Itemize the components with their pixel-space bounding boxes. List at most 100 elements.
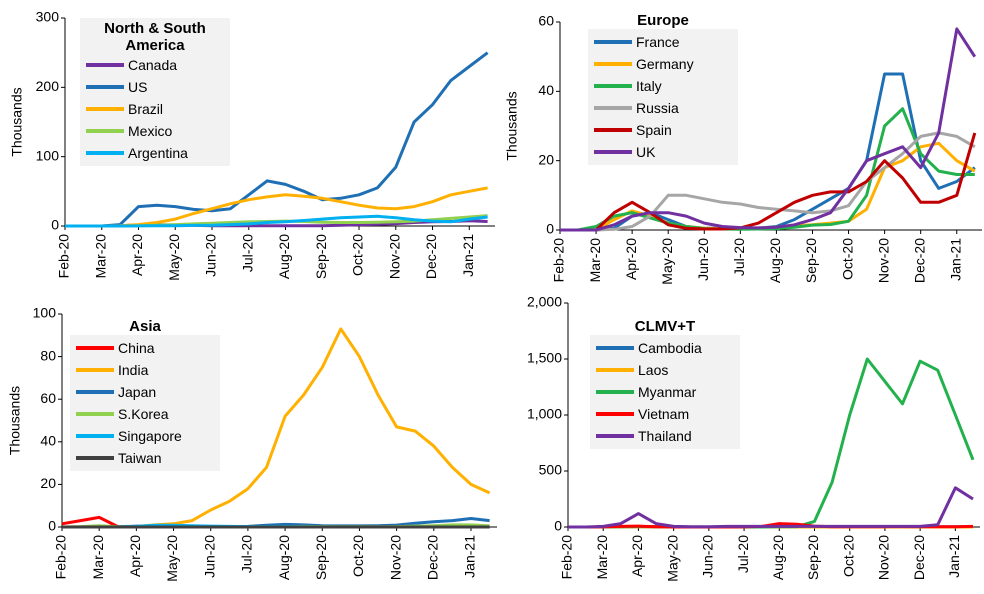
x-tick-label: Dec-20 (423, 234, 439, 279)
legend-swatch (76, 346, 114, 350)
legend: Asia China India Japan S.Korea Singapore Taiwa… (70, 318, 220, 471)
x-tick-label: Nov-20 (386, 234, 402, 279)
series-line (65, 51, 489, 228)
x-tick-label: Jan-21 (462, 535, 478, 578)
x-tick-label: Feb-20 (551, 238, 567, 283)
x-tick-label: Jun-20 (700, 535, 716, 578)
x-tick-label: Oct-20 (839, 238, 855, 280)
x-tick-label: Dec-20 (911, 535, 927, 580)
y-tick-label: 40 (40, 433, 56, 449)
x-tick-label: Sep-20 (803, 238, 819, 283)
legend-swatch (594, 106, 632, 110)
y-axis-label: Thousands (7, 386, 23, 455)
x-tick-label: Sep-20 (313, 234, 329, 279)
y-tick-label: 100 (33, 305, 57, 321)
legend-entry: Canada (86, 54, 224, 76)
y-axis-label: Thousands (9, 87, 25, 156)
x-tick-label: Nov-20 (387, 535, 403, 580)
legend-swatch (594, 128, 632, 132)
y-tick-label: 1,500 (527, 350, 562, 366)
x-tick-label: Aug-20 (276, 234, 292, 279)
legend-label: Argentina (128, 145, 188, 161)
x-tick-label: Jan-21 (946, 535, 962, 578)
x-tick-label: Oct-20 (840, 535, 856, 577)
legend-swatch (86, 151, 124, 155)
x-tick-label: Dec-20 (424, 535, 440, 580)
legend-label: Brazil (128, 101, 164, 117)
x-tick-label: May-20 (659, 238, 675, 285)
legend-entry: Thailand (596, 425, 734, 447)
legend-swatch (596, 346, 634, 350)
x-tick-label: Mar-20 (594, 535, 610, 580)
legend-label: UK (636, 144, 656, 160)
x-tick-label: Aug-20 (276, 535, 292, 580)
legend-label: Vietnam (638, 406, 690, 422)
x-tick-label: Mar-20 (92, 234, 108, 279)
legend-label: Singapore (118, 428, 182, 444)
legend-box: Cambodia Laos Myanmar Vietnam Thailand (590, 335, 740, 449)
x-tick-label: Sep-20 (805, 535, 821, 580)
x-tick-label: Apr-20 (129, 234, 145, 276)
legend-label: France (636, 34, 680, 50)
x-tick-label: Feb-20 (559, 535, 575, 580)
legend-label: China (118, 340, 155, 356)
x-tick-label: Oct-20 (350, 234, 366, 276)
x-tick-label: May-20 (164, 535, 180, 582)
legend-swatch (76, 456, 114, 460)
y-tick-label: 0 (48, 518, 56, 534)
legend: Europe France Germany Italy Russia Spain UK (588, 12, 738, 165)
legend-box: North & South America Canada US Brazil Mexic… (80, 18, 230, 166)
x-tick-label: Dec-20 (911, 238, 927, 283)
legend-entry: Myanmar (596, 381, 734, 403)
legend-label: Japan (118, 384, 157, 400)
legend-swatch (594, 150, 632, 154)
y-tick-label: 300 (36, 9, 60, 25)
legend-label: Laos (638, 362, 669, 378)
legend-entry: Laos (596, 359, 734, 381)
legend-label: Germany (636, 56, 694, 72)
legend-entry: Japan (76, 381, 214, 403)
x-tick-label: Apr-20 (629, 535, 645, 577)
y-tick-label: 20 (538, 151, 554, 167)
chart-title: CLMV+T (634, 318, 696, 335)
legend-label: Thailand (638, 428, 692, 444)
legend-entry: Cambodia (596, 337, 734, 359)
legend-entry: Brazil (86, 98, 224, 120)
legend-entry: US (86, 76, 224, 98)
x-tick-label: Aug-20 (770, 535, 786, 580)
x-tick-label: Jul-20 (239, 234, 255, 272)
series-line (560, 132, 977, 232)
y-tick-label: 60 (40, 390, 56, 406)
chart-title: North & South America (104, 20, 206, 54)
x-tick-label: Jul-20 (239, 535, 255, 573)
legend-label: Spain (636, 122, 672, 138)
legend-entry: Germany (594, 53, 732, 75)
legend-entry: Argentina (86, 142, 224, 164)
legend-label: India (118, 362, 149, 378)
legend-entry: China (76, 337, 214, 359)
legend-swatch (594, 84, 632, 88)
y-tick-label: 40 (538, 82, 554, 98)
legend-swatch (76, 412, 114, 416)
y-tick-label: 2,000 (527, 294, 562, 310)
chart-title: Europe (637, 12, 689, 29)
x-tick-label: Apr-20 (127, 535, 143, 577)
legend-swatch (86, 85, 124, 89)
legend-swatch (86, 107, 124, 111)
chart-title: Asia (129, 318, 161, 335)
x-tick-label: Jan-21 (947, 238, 963, 281)
y-tick-label: 200 (36, 78, 60, 94)
legend-entry: Mexico (86, 120, 224, 142)
legend-swatch (86, 129, 124, 133)
legend-swatch (594, 40, 632, 44)
legend-entry: Vietnam (596, 403, 734, 425)
series-line (560, 27, 977, 232)
legend-label: Italy (636, 78, 662, 94)
legend-entry: Singapore (76, 425, 214, 447)
series-line (568, 486, 974, 529)
y-tick-label: 1,000 (527, 406, 562, 422)
legend-swatch (596, 412, 634, 416)
legend-swatch (76, 434, 114, 438)
x-tick-label: Mar-20 (587, 238, 603, 283)
